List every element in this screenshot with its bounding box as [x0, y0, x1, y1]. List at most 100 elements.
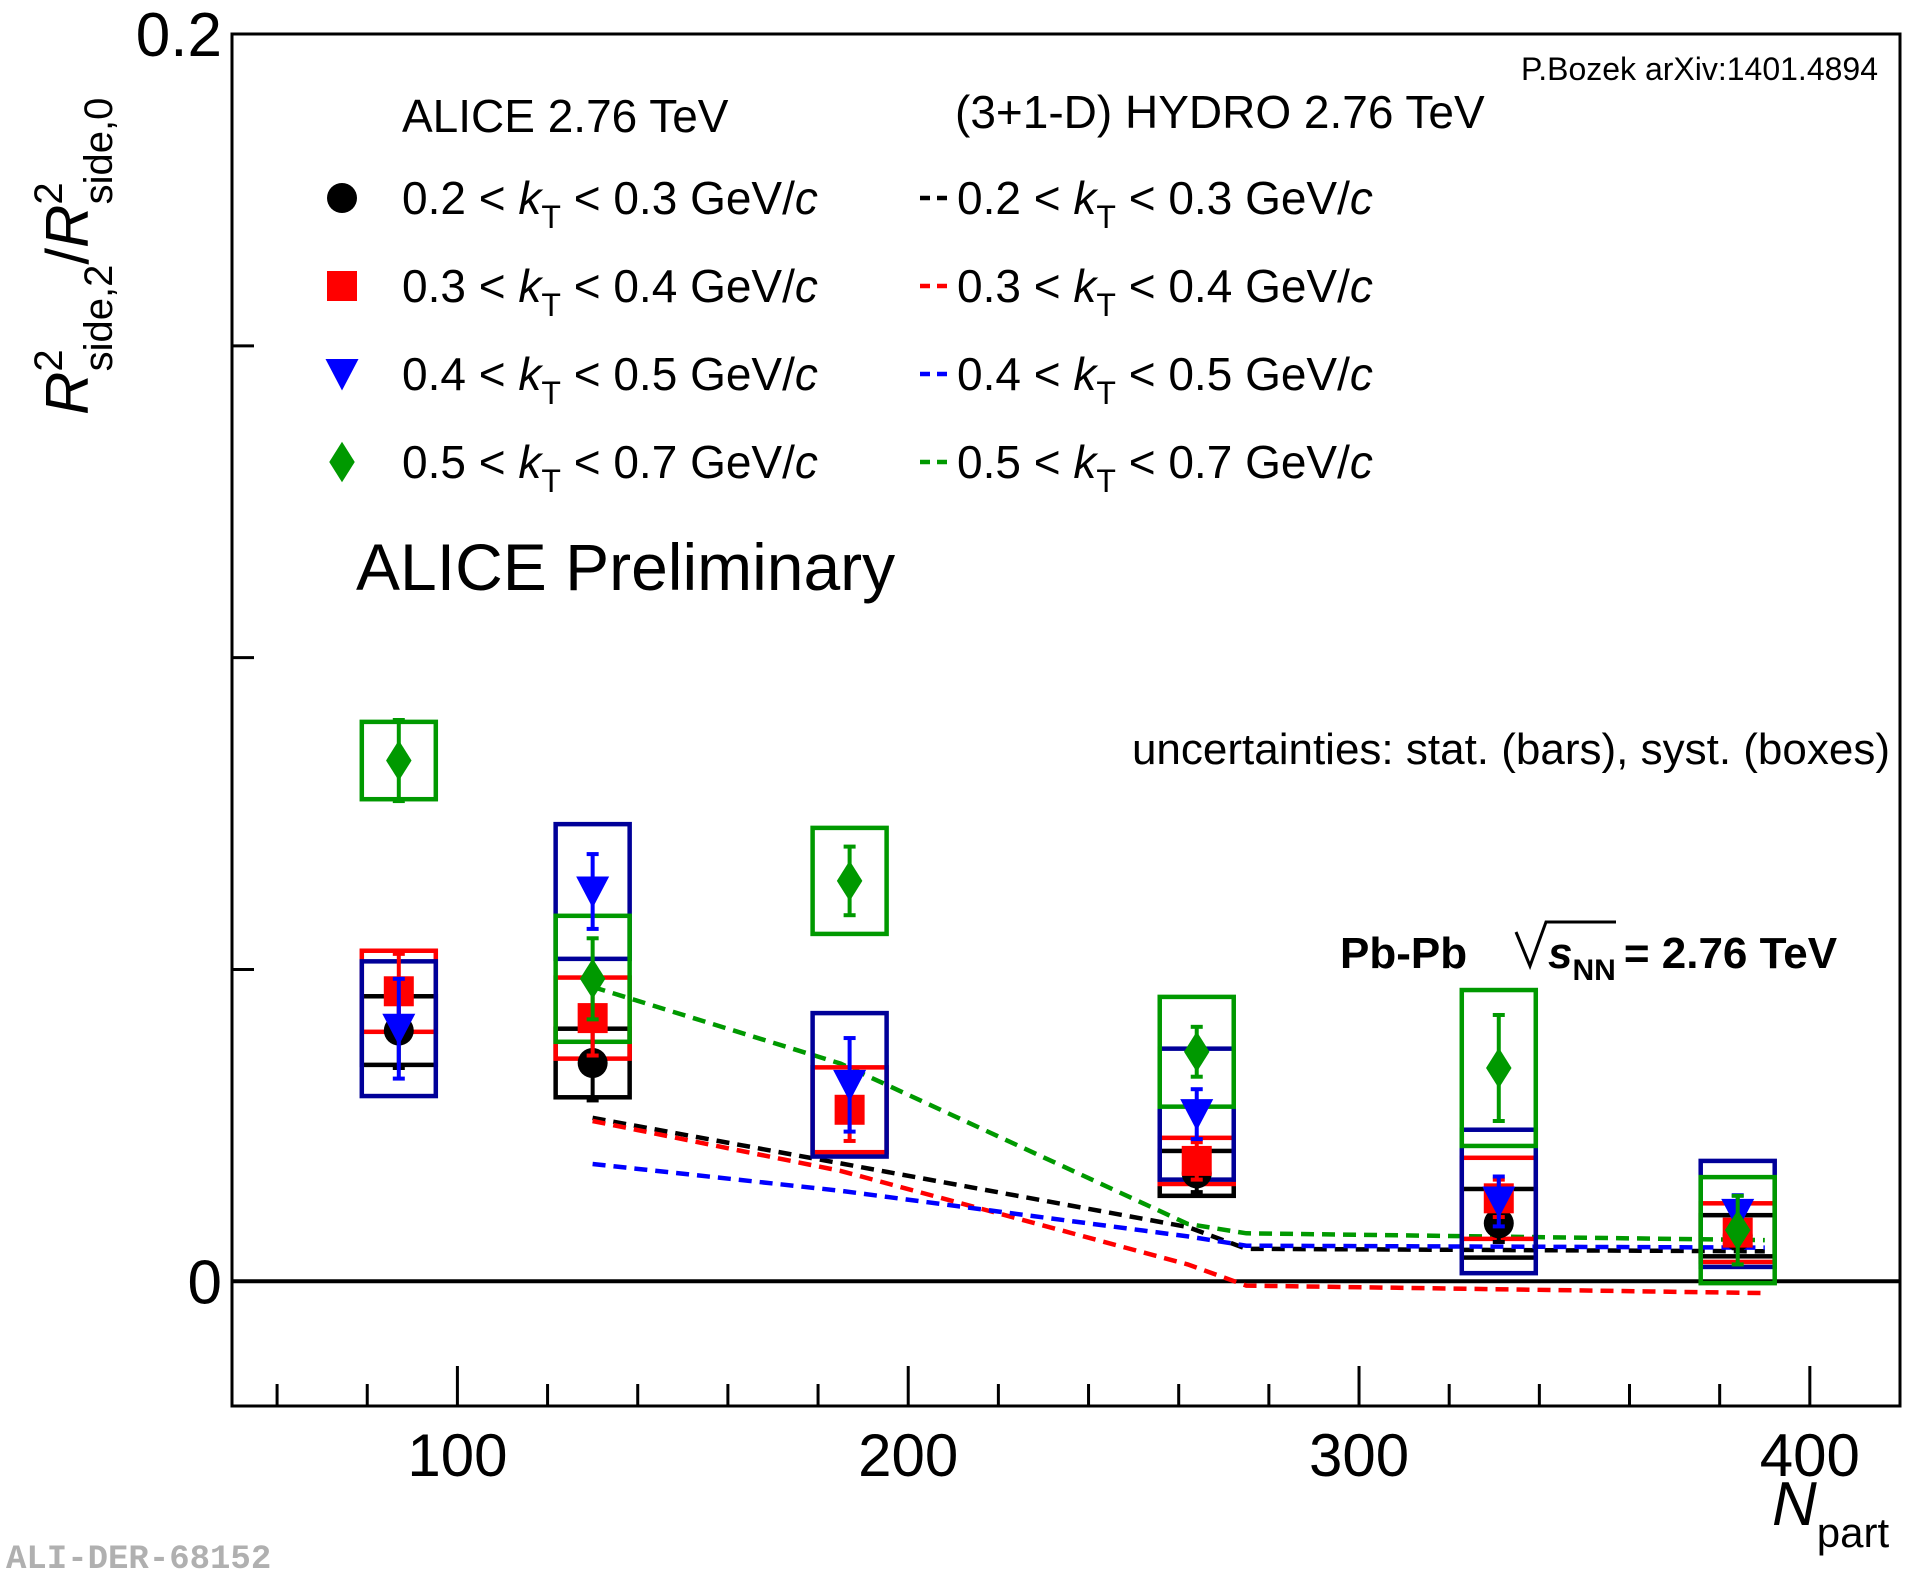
legend-model-label-0-part: < 0.3 GeV/ — [1116, 172, 1350, 224]
energy-sym: s — [1548, 929, 1572, 978]
legend-data-label-1-part: T — [541, 287, 561, 323]
uncertainties-note: uncertainties: stat. (bars), syst. (boxe… — [1132, 725, 1890, 774]
legend-model-label-3-part: c — [1350, 436, 1373, 488]
data-point — [576, 876, 610, 908]
legend-model-label-0-part: k — [1073, 172, 1098, 224]
legend: 0.2 < kT < 0.3 GeV/c 0.2 < kT < 0.3 GeV/c… — [325, 172, 1373, 499]
data-point — [382, 1013, 416, 1046]
legend-model-label-1-part: 0.3 < — [957, 260, 1073, 312]
data-point — [1183, 1031, 1210, 1073]
legend-model-label-2-part: k — [1073, 348, 1098, 400]
model-lines — [591, 984, 1765, 1296]
legend-marker-1 — [327, 271, 357, 301]
x-tick-label: 300 — [1309, 1422, 1409, 1489]
y-tick-label: 0 — [188, 1248, 222, 1317]
data-point — [833, 1069, 867, 1102]
legend-data-label-3-part: c — [795, 436, 818, 488]
legend-data-label-3: 0.5 < kT < 0.7 GeV/c — [402, 436, 818, 499]
preliminary-label: ALICE Preliminary — [356, 530, 895, 604]
legend-data-label-1-part: < 0.4 GeV/ — [561, 260, 795, 312]
legend-data-label-3-part: < 0.7 GeV/ — [561, 436, 795, 488]
legend-data-label-0-part: < 0.3 GeV/ — [561, 172, 795, 224]
x-label-main: N — [1772, 1470, 1817, 1539]
model-line-1 — [592, 1118, 1765, 1296]
legend-data-label-2-part: c — [795, 348, 818, 400]
citation-text: P.Bozek arXiv:1401.4894 — [1521, 51, 1878, 87]
y-axis-label: R2 side,2/R2 side,0 — [27, 98, 121, 415]
syst-box — [1459, 987, 1539, 1149]
data-point — [1482, 1186, 1516, 1218]
legend-marker-2 — [325, 359, 359, 391]
syst-box — [810, 1010, 889, 1159]
legend-model-label-2-part: < 0.5 GeV/ — [1116, 348, 1350, 400]
legend-data-label-3-part: 0.5 < — [402, 436, 518, 488]
data-point — [1486, 1047, 1512, 1089]
legend-model-label-2-part: c — [1350, 348, 1373, 400]
legend-data-label-3-part: k — [518, 436, 543, 488]
x-tick-label: 400 — [1760, 1422, 1860, 1489]
data-point — [1180, 1099, 1214, 1131]
legend-model-label-1-part: T — [1096, 287, 1116, 323]
legend-model-label-1-part: k — [1073, 260, 1098, 312]
legend-model-label-2-part: 0.4 < — [957, 348, 1073, 400]
y-label-den-sup: 2 — [27, 182, 71, 204]
legend-data-label-2-part: k — [518, 348, 543, 400]
plot-frame — [230, 32, 1902, 1408]
legend-model-label-0: 0.2 < kT < 0.3 GeV/c — [957, 172, 1373, 235]
y-label-num-main: R — [34, 372, 101, 415]
syst-box — [1698, 1174, 1777, 1286]
x-axis-label: Npart — [1772, 1470, 1889, 1556]
y-label-num-sub: side,2 — [77, 265, 121, 372]
axis-layer: 100 200 300 400 0 0.2 — [136, 1, 1902, 1489]
legend-model-label-3: 0.5 < kT < 0.7 GeV/c — [957, 436, 1373, 499]
x-tick-label: 200 — [858, 1422, 958, 1489]
legend-model-label-2-part: T — [1096, 375, 1116, 411]
x-label-sub: part — [1817, 1509, 1890, 1556]
energy-value: = 2.76 TeV — [1624, 929, 1838, 978]
legend-data-label-1: 0.3 < kT < 0.4 GeV/c — [402, 260, 818, 323]
data-point — [386, 740, 412, 781]
data-points — [382, 718, 1755, 1267]
data-point — [1724, 1209, 1751, 1251]
legend-data-label-3-part: T — [541, 463, 561, 499]
syst-boxes — [359, 719, 1777, 1286]
y-label-num-sup: 2 — [27, 349, 71, 371]
syst-box — [810, 825, 889, 937]
energy-label: sNN = 2.76 TeV — [1548, 929, 1838, 987]
y-label-den-sub: side,0 — [77, 98, 121, 205]
legend-model-label-0-part: T — [1096, 199, 1116, 235]
y-label-den-main: R — [34, 205, 101, 248]
legend-model-label-3-part: k — [1073, 436, 1098, 488]
energy-sub: NN — [1572, 954, 1615, 987]
legend-model-label-0-part: 0.2 < — [957, 172, 1073, 224]
figure-id: ALI-DER-68152 — [6, 1541, 271, 1576]
data-point — [577, 1048, 608, 1078]
data-point — [836, 860, 863, 902]
model-line-2 — [592, 1161, 1765, 1250]
legend-data-label-2: 0.4 < kT < 0.5 GeV/c — [402, 348, 818, 411]
legend-marker-0 — [327, 183, 357, 213]
model-legend-header: (3+1-D) HYDRO 2.76 TeV — [955, 86, 1485, 138]
y-label-slash: / — [34, 248, 101, 265]
model-line-0 — [592, 1115, 1765, 1254]
legend-model-label-3-part: T — [1096, 463, 1116, 499]
legend-data-label-2-part: T — [541, 375, 561, 411]
data-legend-header: ALICE 2.76 TeV — [402, 90, 729, 142]
data-point — [1181, 1145, 1212, 1176]
legend-model-label-1-part: < 0.4 GeV/ — [1116, 260, 1350, 312]
legend-data-label-0-part: c — [795, 172, 818, 224]
legend-model-label-2: 0.4 < kT < 0.5 GeV/c — [957, 348, 1373, 411]
x-tick-label: 100 — [407, 1422, 507, 1489]
legend-data-label-0-part: k — [518, 172, 543, 224]
sqrt-symbol — [1514, 920, 1616, 971]
y-tick-label: 0.2 — [136, 1, 222, 70]
legend-model-label-0-part: c — [1350, 172, 1373, 224]
legend-data-label-1-part: 0.3 < — [402, 260, 518, 312]
legend-model-label-3-part: 0.5 < — [957, 436, 1073, 488]
legend-data-label-2-part: 0.4 < — [402, 348, 518, 400]
legend-data-label-0-part: 0.2 < — [402, 172, 518, 224]
legend-data-label-1-part: c — [795, 260, 818, 312]
legend-data-label-1-part: k — [518, 260, 543, 312]
legend-data-label-0-part: T — [541, 199, 561, 235]
legend-data-label-0: 0.2 < kT < 0.3 GeV/c — [402, 172, 818, 235]
